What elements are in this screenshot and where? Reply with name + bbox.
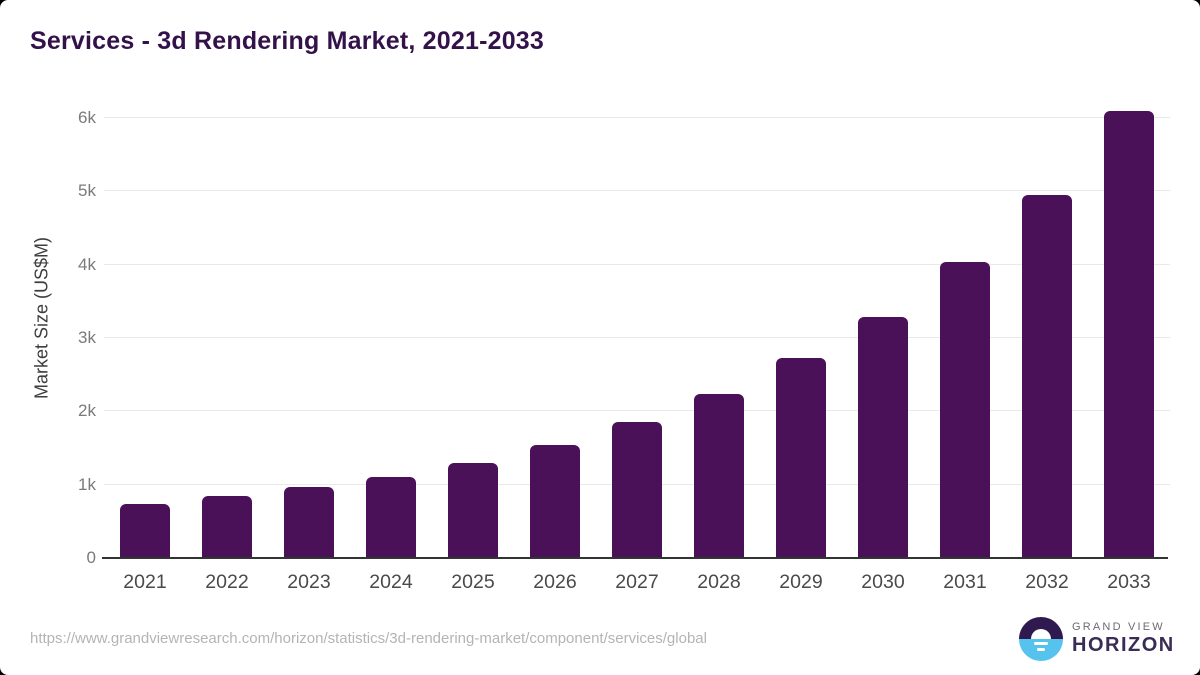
y-tick-label-4k: 4k [78, 254, 96, 274]
y-tick-label-6k: 6k [78, 108, 96, 127]
y-tick-label-3k: 3k [78, 328, 96, 347]
x-tick-label-2023: 2023 [287, 571, 331, 593]
sun-dome-shape [1031, 628, 1051, 639]
x-tick-label-2021: 2021 [123, 571, 167, 593]
bar-2028[interactable] [694, 393, 744, 558]
gridline-5k [104, 190, 1170, 192]
y-tick-label-5k: 5k [78, 181, 96, 201]
x-tick-label-2025: 2025 [451, 571, 495, 593]
bar-2033[interactable] [1104, 111, 1154, 558]
gridline-6k [104, 117, 1170, 118]
bar-2023[interactable] [284, 487, 334, 558]
x-tick-label-2033: 2033 [1107, 571, 1151, 593]
x-tick-label-2022: 2022 [205, 571, 249, 593]
bar-2021[interactable] [120, 503, 170, 558]
y-tick-label-0: 0 [86, 548, 96, 567]
bar-2031[interactable] [940, 262, 990, 558]
brand-name-top: GRAND VIEW [1072, 621, 1165, 633]
chart-title: Services - 3d Rendering Market, 2021-203… [30, 27, 545, 55]
plot-area [104, 111, 1170, 558]
bar-2026[interactable] [530, 445, 580, 558]
bar-2030[interactable] [858, 316, 908, 558]
bar-2022[interactable] [202, 496, 252, 558]
x-tick-label-2027: 2027 [615, 571, 659, 593]
brand-logo: GRAND VIEW HORIZON [1019, 616, 1175, 661]
bar-2025[interactable] [448, 463, 498, 558]
x-axis-tick-labels: 2021 2022 2023 2024 2025 2026 2027 2028 2029 2030… [104, 571, 1170, 595]
x-tick-label-2030: 2030 [861, 571, 905, 593]
bar-2024[interactable] [366, 477, 416, 558]
x-tick-label-2024: 2024 [369, 571, 413, 593]
sunrise-horizon-icon [1019, 616, 1063, 661]
x-tick-label-2032: 2032 [1025, 571, 1069, 593]
x-tick-label-2031: 2031 [943, 571, 987, 593]
brand-name-bottom: HORIZON [1072, 634, 1175, 656]
bar-2027[interactable] [612, 421, 662, 558]
brand-text: GRAND VIEW HORIZON [1072, 621, 1175, 656]
y-tick-label-2k: 2k [78, 401, 96, 421]
bar-2029[interactable] [776, 358, 826, 558]
reflection-line-2 [1037, 647, 1045, 651]
gridline-4k [104, 263, 1170, 265]
x-tick-label-2026: 2026 [533, 571, 577, 593]
reflection-line-1 [1034, 641, 1048, 645]
x-tick-label-2029: 2029 [779, 571, 823, 593]
gridline-3k [104, 337, 1170, 338]
x-tick-label-2028: 2028 [697, 571, 741, 593]
x-axis-line [102, 557, 1168, 559]
bar-2032[interactable] [1022, 195, 1072, 558]
gridline-2k [104, 410, 1170, 412]
source-url: https://www.grandviewresearch.com/horizo… [30, 630, 707, 647]
y-tick-label-1k: 1k [78, 474, 96, 494]
